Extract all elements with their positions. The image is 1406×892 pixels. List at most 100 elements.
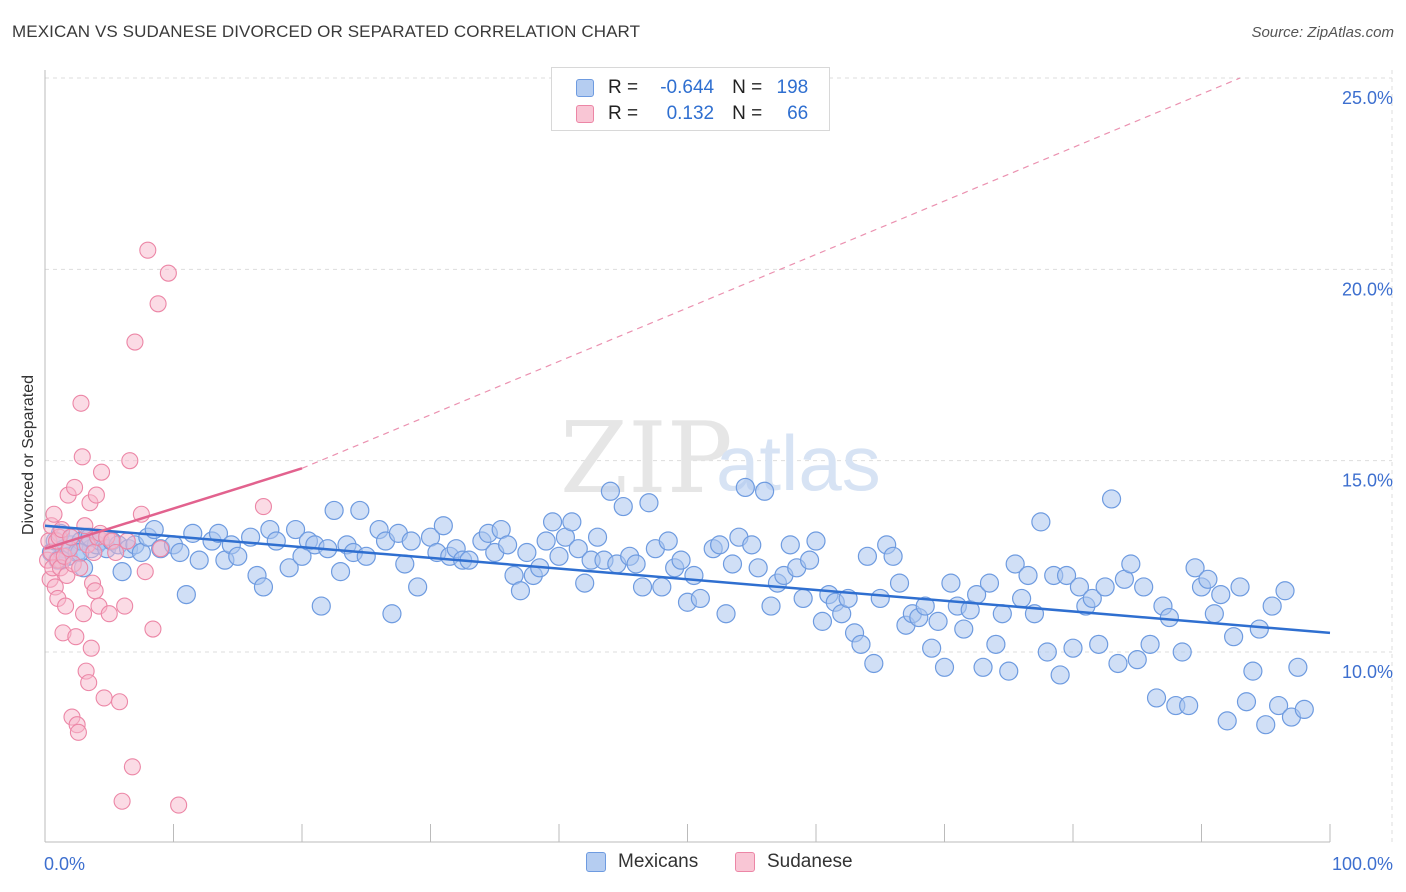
mexicans-point <box>542 512 563 532</box>
mexicans-point <box>401 531 421 551</box>
legend-label-mexicans: Mexicans <box>618 851 699 872</box>
sudanese-point <box>136 563 154 581</box>
mexicans-point <box>1185 558 1205 578</box>
y-tick-label: 20.0% <box>1342 279 1393 299</box>
mexicans-point <box>1179 695 1199 716</box>
mexicans-point <box>1069 577 1090 597</box>
legend-n-value-sudanese: 66 <box>787 103 809 124</box>
mexicans-point <box>1101 489 1122 509</box>
legend-n-label: N = <box>732 103 763 124</box>
mexicans-point <box>176 584 196 605</box>
source-label: Source: ZipAtlas.com <box>1251 24 1394 41</box>
mexicans-point <box>626 554 646 574</box>
sudanese-point <box>92 463 111 481</box>
x-tick-label-min: 0.0% <box>44 854 85 874</box>
mexicans-point <box>742 535 762 555</box>
mexicans-point <box>562 512 582 532</box>
mexicans-point <box>600 481 621 501</box>
sudanese-legend-swatch <box>735 852 755 872</box>
mexicans-point <box>1262 596 1282 616</box>
legend-row-mexicans: R = -0.644 N = 198 <box>576 76 808 100</box>
mexicans-point <box>266 531 286 551</box>
sudanese-point <box>73 448 91 466</box>
mexicans-point <box>1217 711 1237 731</box>
sudanese-point <box>116 597 134 615</box>
mexicans-point <box>1050 665 1070 685</box>
mexicans-point <box>228 546 248 566</box>
mexicans-point <box>1063 638 1083 658</box>
mexicans-point <box>1268 695 1289 716</box>
mexicans-point <box>735 477 755 498</box>
mexicans-point <box>716 604 736 624</box>
sudanese-point <box>110 693 129 711</box>
mexicans-point <box>973 657 993 677</box>
mexicans-point <box>1243 661 1263 681</box>
sudanese-point <box>121 452 139 470</box>
mexicans-point <box>954 619 974 639</box>
mexicans-point <box>536 531 556 551</box>
mexicans-point <box>1121 554 1141 574</box>
mexicans-point <box>433 516 453 536</box>
mexicans-point <box>498 535 518 555</box>
sudanese-point <box>118 532 136 550</box>
y-tick-label: 10.0% <box>1342 662 1393 682</box>
mexicans-point <box>1134 577 1154 597</box>
mexicans-point <box>1005 554 1025 574</box>
mexicans-point <box>748 558 768 578</box>
mexicans-point <box>285 519 306 540</box>
mexicans-point <box>992 604 1012 624</box>
mexicans-point <box>279 558 299 578</box>
mexicans-points <box>41 477 1314 735</box>
y-tick-label: 25.0% <box>1342 88 1393 108</box>
chart-title: MEXICAN VS SUDANESE DIVORCED OR SEPARATE… <box>12 22 641 41</box>
legend-row-sudanese: R = 0.132 N = 66 <box>576 102 808 126</box>
sudanese-swatch <box>576 105 594 123</box>
mexicans-point <box>1018 565 1038 586</box>
sudanese-points <box>39 241 273 814</box>
mexicans-point <box>330 562 351 582</box>
mexicans-point <box>1127 650 1147 670</box>
mexicans-point <box>799 550 820 570</box>
trend-lines <box>44 77 1331 635</box>
sudanese-point <box>95 689 113 707</box>
mexicans-point <box>517 542 537 563</box>
mexicans-point <box>1294 699 1314 720</box>
mexicans-point <box>761 596 781 616</box>
sudanese-point <box>126 333 144 351</box>
mexicans-point <box>1095 577 1115 597</box>
mexicans-point <box>1288 657 1308 677</box>
sudanese-point <box>159 264 177 282</box>
sudanese-point <box>71 559 89 577</box>
mexicans-point <box>941 573 961 593</box>
legend-item-mexicans: Mexicans <box>586 851 698 873</box>
mexicans-point <box>1140 634 1160 654</box>
mexicans-point <box>170 542 190 563</box>
legend-r-value-mexicans: -0.644 <box>660 77 715 98</box>
mexicans-point <box>568 539 588 559</box>
legend-label-sudanese: Sudanese <box>767 851 853 872</box>
mexicans-point <box>671 550 691 570</box>
sudanese-point <box>67 628 85 646</box>
tick-labels: 10.0% 15.0% 20.0% 25.0% 0.0% 100.0% <box>44 88 1393 874</box>
mexicans-point <box>1249 619 1269 639</box>
mexicans-point <box>1159 607 1179 628</box>
mexicans-point <box>1256 715 1276 735</box>
mexicans-point <box>1204 604 1224 624</box>
mexicans-point <box>632 577 653 597</box>
sudanese-point <box>152 540 170 558</box>
sudanese-point <box>75 605 93 623</box>
sudanese-point <box>100 605 118 623</box>
mexicans-point <box>870 588 890 609</box>
sudanese-point <box>107 543 125 562</box>
y-tick-label: 15.0% <box>1342 471 1393 491</box>
sudanese-point <box>170 796 188 814</box>
mexicans-point <box>658 531 678 551</box>
mexicans-point <box>722 554 743 574</box>
sudanese-point <box>85 543 103 562</box>
sudanese-point <box>144 620 162 638</box>
mexicans-point <box>575 573 595 593</box>
mexicans-point <box>922 638 942 658</box>
sudanese-point <box>57 597 75 615</box>
mexicans-point <box>324 500 344 521</box>
grid-lines <box>45 70 1393 842</box>
